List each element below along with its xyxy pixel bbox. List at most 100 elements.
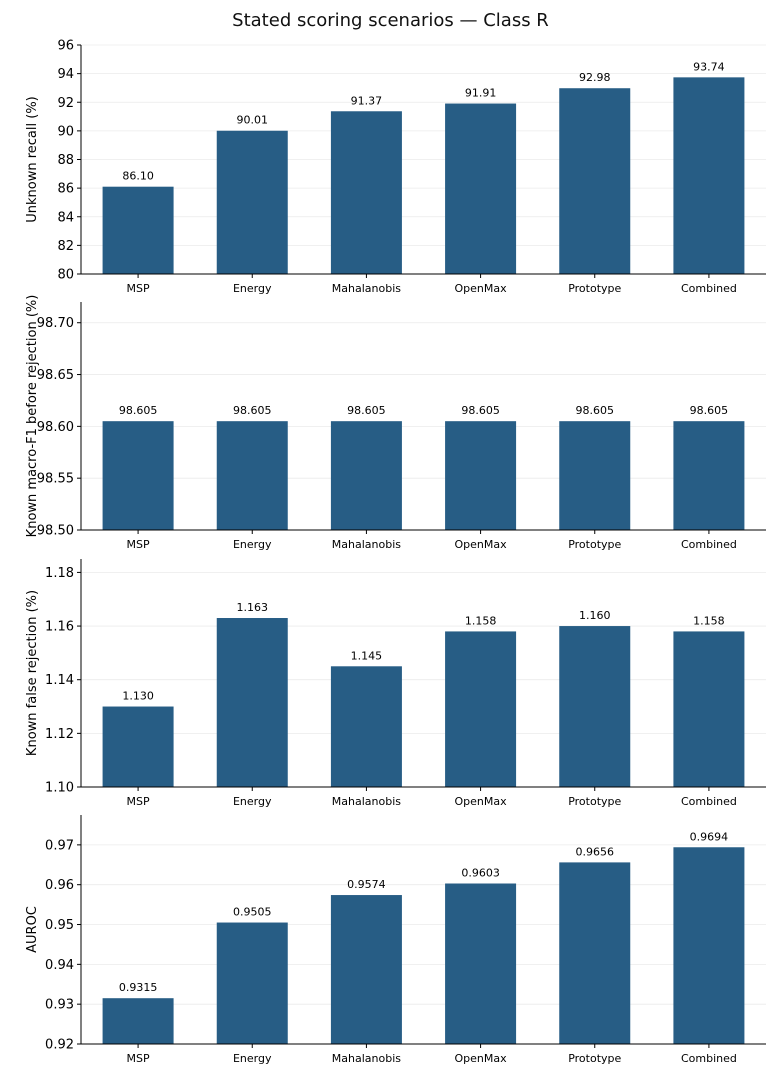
bar-energy bbox=[216, 421, 288, 530]
bar-openmax bbox=[445, 421, 517, 530]
x-tick-label: Prototype bbox=[568, 1052, 621, 1065]
bar-combined bbox=[673, 77, 745, 274]
y-tick-label: 0.94 bbox=[45, 958, 74, 973]
bar-combined bbox=[673, 421, 745, 530]
bar-msp bbox=[102, 706, 174, 787]
bar-energy bbox=[216, 922, 288, 1044]
x-tick-label: MSP bbox=[127, 795, 150, 808]
x-tick-label: Mahalanobis bbox=[332, 795, 401, 808]
value-label: 90.01 bbox=[237, 114, 269, 127]
value-label: 98.605 bbox=[119, 404, 158, 417]
y-tick-label: 82 bbox=[57, 239, 74, 254]
y-axis-label: Known false rejection (%) bbox=[25, 590, 40, 756]
figure-title: Stated scoring scenarios — Class R bbox=[232, 10, 549, 31]
y-tick-label: 98.65 bbox=[37, 368, 74, 383]
value-label: 0.9694 bbox=[690, 830, 729, 843]
x-tick-label: Energy bbox=[233, 282, 272, 295]
x-tick-label: Prototype bbox=[568, 282, 621, 295]
y-tick-label: 1.14 bbox=[45, 673, 74, 688]
y-tick-label: 98.55 bbox=[37, 472, 74, 487]
value-label: 1.160 bbox=[579, 609, 611, 622]
value-label: 98.605 bbox=[461, 404, 500, 417]
bar-mahalanobis bbox=[330, 111, 402, 274]
bar-prototype bbox=[559, 421, 631, 530]
y-tick-label: 92 bbox=[57, 96, 74, 111]
chart-panel-2: 98.50 98.55 98.60 98.65 98.70 98.605 MSP 98.605… bbox=[25, 295, 766, 551]
y-axis-label: Unknown recall (%) bbox=[25, 96, 40, 223]
x-tick-label: Combined bbox=[681, 282, 737, 295]
value-label: 92.98 bbox=[579, 71, 611, 84]
x-tick-label: MSP bbox=[127, 538, 150, 551]
value-label: 0.9574 bbox=[347, 878, 386, 891]
x-tick-label: MSP bbox=[127, 282, 150, 295]
bar-msp bbox=[102, 998, 174, 1044]
bar-combined bbox=[673, 847, 745, 1044]
y-tick-label: 1.16 bbox=[45, 620, 74, 635]
y-tick-label: 0.95 bbox=[45, 918, 74, 933]
bar-combined bbox=[673, 631, 745, 787]
bar-openmax bbox=[445, 103, 517, 275]
x-tick-label: Energy bbox=[233, 795, 272, 808]
value-label: 1.163 bbox=[237, 601, 269, 614]
value-label: 98.605 bbox=[347, 404, 386, 417]
x-tick-label: OpenMax bbox=[455, 282, 508, 295]
value-label: 1.130 bbox=[122, 690, 154, 703]
value-label: 1.158 bbox=[693, 614, 725, 627]
y-tick-label: 1.10 bbox=[45, 781, 74, 796]
x-tick-label: MSP bbox=[127, 1052, 150, 1065]
y-tick-label: 86 bbox=[57, 182, 74, 197]
value-label: 98.605 bbox=[690, 404, 729, 417]
value-label: 91.91 bbox=[465, 87, 497, 100]
y-tick-label: 0.96 bbox=[45, 878, 74, 893]
bar-prototype bbox=[559, 88, 631, 274]
bar-openmax bbox=[445, 631, 517, 787]
bar-msp bbox=[102, 186, 174, 274]
y-tick-label: 80 bbox=[57, 268, 74, 283]
y-tick-label: 90 bbox=[57, 124, 74, 139]
y-axis-label: Known macro-F1 before rejection (%) bbox=[25, 295, 40, 538]
y-tick-label: 98.60 bbox=[37, 420, 74, 435]
value-label: 98.605 bbox=[576, 404, 615, 417]
x-tick-label: OpenMax bbox=[455, 538, 508, 551]
chart-panel-1: 80 82 84 86 88 90 92 94 96 86.10 MSP 90.01 Energy 91.… bbox=[25, 39, 766, 295]
y-tick-label: 96 bbox=[57, 39, 74, 54]
value-label: 1.145 bbox=[351, 649, 383, 662]
x-tick-label: OpenMax bbox=[455, 795, 508, 808]
chart-panel-4: 0.92 0.93 0.94 0.95 0.96 0.97 0.9315 MSP 0.9505 E… bbox=[25, 815, 766, 1065]
bar-energy bbox=[216, 618, 288, 787]
value-label: 0.9315 bbox=[119, 981, 158, 994]
y-tick-label: 84 bbox=[57, 210, 74, 225]
value-label: 93.74 bbox=[693, 60, 725, 73]
x-tick-label: Prototype bbox=[568, 795, 621, 808]
value-label: 1.158 bbox=[465, 614, 497, 627]
bar-prototype bbox=[559, 626, 631, 787]
x-tick-label: Mahalanobis bbox=[332, 1052, 401, 1065]
bar-prototype bbox=[559, 862, 631, 1044]
bar-mahalanobis bbox=[330, 666, 402, 787]
value-label: 0.9505 bbox=[233, 906, 272, 919]
value-label: 98.605 bbox=[233, 404, 272, 417]
y-tick-label: 0.92 bbox=[45, 1038, 74, 1053]
value-label: 91.37 bbox=[351, 94, 383, 107]
bar-msp bbox=[102, 421, 174, 530]
bar-openmax bbox=[445, 883, 517, 1044]
x-tick-label: Mahalanobis bbox=[332, 282, 401, 295]
chart-panel-3: 1.10 1.12 1.14 1.16 1.18 1.130 MSP 1.163 Energy 1… bbox=[25, 559, 766, 808]
x-tick-label: Prototype bbox=[568, 538, 621, 551]
bar-mahalanobis bbox=[330, 895, 402, 1044]
y-tick-label: 98.50 bbox=[37, 524, 74, 539]
x-tick-label: Combined bbox=[681, 1052, 737, 1065]
x-tick-label: Mahalanobis bbox=[332, 538, 401, 551]
y-tick-label: 1.18 bbox=[45, 566, 74, 581]
y-tick-label: 88 bbox=[57, 153, 74, 168]
bar-energy bbox=[216, 130, 288, 274]
y-axis-label: AUROC bbox=[25, 906, 40, 953]
y-tick-label: 0.97 bbox=[45, 838, 74, 853]
y-tick-label: 0.93 bbox=[45, 998, 74, 1013]
x-tick-label: Energy bbox=[233, 538, 272, 551]
x-tick-label: Combined bbox=[681, 538, 737, 551]
x-tick-label: Energy bbox=[233, 1052, 272, 1065]
y-tick-label: 98.70 bbox=[37, 316, 74, 331]
